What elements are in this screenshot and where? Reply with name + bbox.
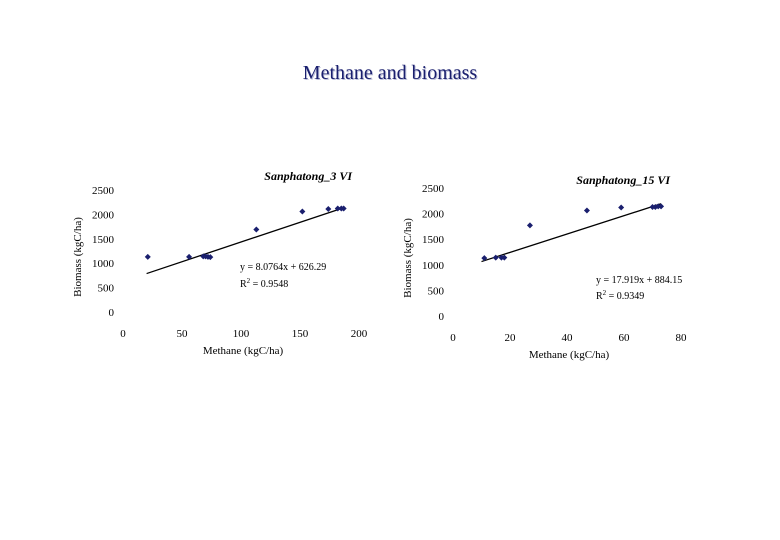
y-tick-label: 1500 xyxy=(92,234,115,246)
y-tick-label: 0 xyxy=(109,307,115,319)
r-squared-label: R2 = 0.9349 xyxy=(596,289,644,302)
chart-1: Sanphatong_3 VI 0 500 1000 1500 2000 2500 0 50 10… xyxy=(72,169,368,357)
trendline xyxy=(146,206,346,275)
x-axis-label: Methane (kgC/ha) xyxy=(529,349,610,361)
x-tick-label: 0 xyxy=(450,332,456,344)
data-point xyxy=(253,226,260,233)
y-tick-label: 2500 xyxy=(422,183,445,195)
x-tick-label: 20 xyxy=(505,332,517,344)
y-tick-label: 2500 xyxy=(92,185,115,197)
x-tick-label: 50 xyxy=(177,328,189,340)
y-tick-label: 1000 xyxy=(92,258,115,270)
data-point xyxy=(325,206,332,213)
y-axis-label: Biomass (kgC/ha) xyxy=(72,217,84,297)
page-title: Methane and biomass xyxy=(302,62,478,84)
x-tick-label: 80 xyxy=(676,332,688,344)
y-axis-label: Biomass (kgC/ha) xyxy=(402,218,414,298)
x-tick-label: 150 xyxy=(292,328,309,340)
r-squared-label: R2 = 0.9548 xyxy=(240,277,288,290)
data-point xyxy=(583,207,590,214)
x-tick-label: 100 xyxy=(233,328,250,340)
y-tick-label: 2000 xyxy=(92,209,115,221)
data-point xyxy=(299,208,306,215)
x-axis-label: Methane (kgC/ha) xyxy=(203,345,284,357)
y-tick-label: 1000 xyxy=(422,260,445,272)
trendline xyxy=(481,203,662,263)
y-tick-label: 500 xyxy=(98,283,115,295)
data-point xyxy=(492,254,499,261)
data-point xyxy=(658,203,665,210)
data-point xyxy=(334,205,341,212)
trendline-equation: y = 17.919x + 884.15 xyxy=(596,275,682,286)
chart-title: Sanphatong_15 VI xyxy=(576,173,671,187)
data-point xyxy=(526,222,533,229)
data-point xyxy=(618,204,625,211)
data-point xyxy=(501,254,508,261)
chart-2: Sanphatong_15 VI 0 500 1000 1500 2000 2500 0 20 4… xyxy=(402,173,687,361)
trendline-equation: y = 8.0764x + 626.29 xyxy=(240,262,326,273)
data-point xyxy=(340,205,347,212)
x-tick-label: 0 xyxy=(120,328,126,340)
data-point xyxy=(144,253,151,260)
x-tick-label: 200 xyxy=(351,328,368,340)
data-point xyxy=(207,254,214,261)
data-point xyxy=(481,255,488,262)
x-tick-label: 40 xyxy=(562,332,574,344)
data-point xyxy=(186,253,193,260)
y-tick-label: 500 xyxy=(428,285,445,297)
y-tick-label: 0 xyxy=(439,311,445,323)
y-tick-label: 1500 xyxy=(422,234,445,246)
y-tick-label: 2000 xyxy=(422,209,445,221)
x-tick-label: 60 xyxy=(619,332,631,344)
chart-title: Sanphatong_3 VI xyxy=(264,169,353,183)
